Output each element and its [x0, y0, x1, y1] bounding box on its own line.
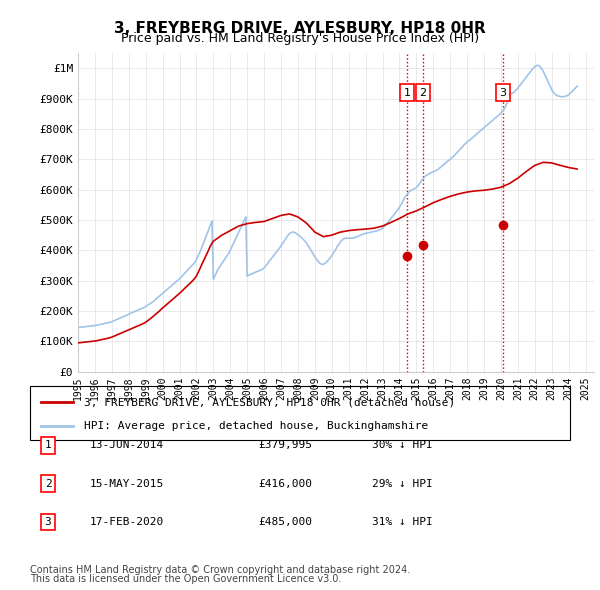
Text: 30% ↓ HPI: 30% ↓ HPI — [372, 441, 433, 450]
Text: HPI: Average price, detached house, Buckinghamshire: HPI: Average price, detached house, Buck… — [84, 421, 428, 431]
Text: £485,000: £485,000 — [258, 517, 312, 527]
Text: This data is licensed under the Open Government Licence v3.0.: This data is licensed under the Open Gov… — [30, 574, 341, 584]
Text: 29% ↓ HPI: 29% ↓ HPI — [372, 479, 433, 489]
Text: £379,995: £379,995 — [258, 441, 312, 450]
Text: 13-JUN-2014: 13-JUN-2014 — [90, 441, 164, 450]
Text: 31% ↓ HPI: 31% ↓ HPI — [372, 517, 433, 527]
Text: 2: 2 — [419, 87, 426, 97]
Text: Contains HM Land Registry data © Crown copyright and database right 2024.: Contains HM Land Registry data © Crown c… — [30, 565, 410, 575]
Text: 17-FEB-2020: 17-FEB-2020 — [90, 517, 164, 527]
Text: 1: 1 — [44, 441, 52, 450]
Text: 3: 3 — [499, 87, 506, 97]
Text: 15-MAY-2015: 15-MAY-2015 — [90, 479, 164, 489]
Text: Price paid vs. HM Land Registry's House Price Index (HPI): Price paid vs. HM Land Registry's House … — [121, 32, 479, 45]
Text: £416,000: £416,000 — [258, 479, 312, 489]
Text: 3, FREYBERG DRIVE, AYLESBURY, HP18 0HR (detached house): 3, FREYBERG DRIVE, AYLESBURY, HP18 0HR (… — [84, 398, 455, 407]
Text: 2: 2 — [44, 479, 52, 489]
Text: 3, FREYBERG DRIVE, AYLESBURY, HP18 0HR: 3, FREYBERG DRIVE, AYLESBURY, HP18 0HR — [114, 21, 486, 35]
Text: 1: 1 — [404, 87, 410, 97]
Text: 3: 3 — [44, 517, 52, 527]
